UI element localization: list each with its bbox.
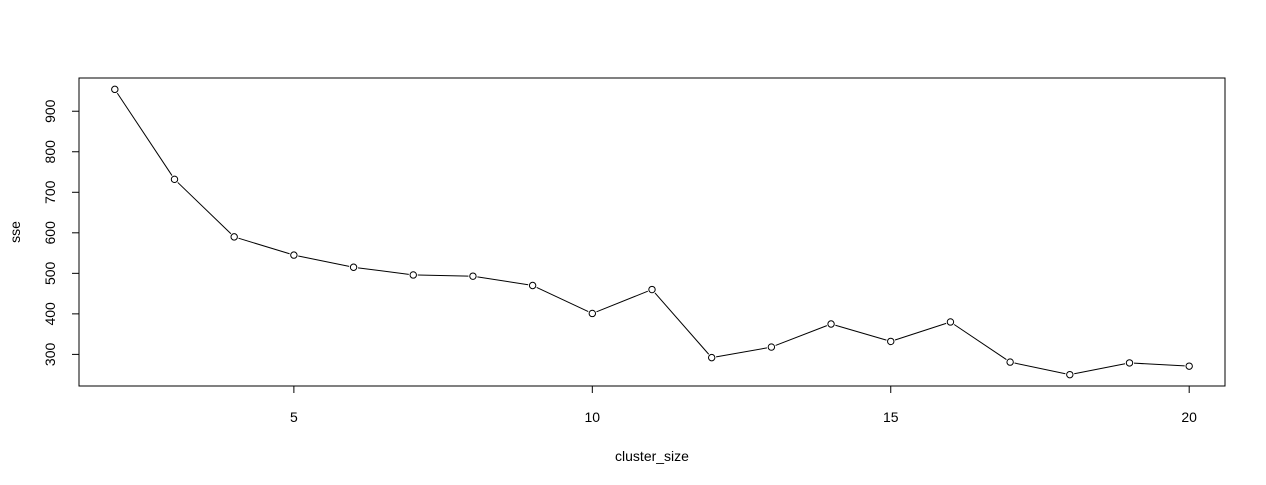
data-point [946,318,955,326]
data-point [648,285,656,294]
y-tick-label: 700 [42,180,58,204]
series-segment [894,322,947,341]
x-axis: 5 10 15 20 [290,385,1197,425]
series-segment [1133,362,1185,367]
series-segment [953,324,1007,360]
data-point [409,271,417,279]
y-tick-label: 500 [42,261,58,285]
series-segment [596,290,649,313]
series-segment [177,182,232,235]
data-point [1185,362,1193,370]
series-segment [417,274,469,277]
x-tick-label: 10 [585,409,601,425]
y-tick-label: 400 [42,302,58,326]
series-segment [116,92,173,176]
plot-frame [78,77,1226,387]
y-tick-label: 300 [42,342,58,366]
data-point [1006,358,1014,366]
data-point [349,263,358,271]
series-segment [1074,363,1126,375]
data-point [469,272,477,280]
data-point [1066,370,1074,379]
x-tick-label: 5 [290,409,298,425]
series-segment [654,292,710,355]
data-point [887,337,895,346]
data-point [827,320,835,328]
series-segment [357,267,409,275]
y-tick-label: 600 [42,221,58,245]
y-tick-label: 900 [42,99,58,123]
data-point [588,309,597,318]
y-axis-label: sse [7,221,23,243]
series-segment [775,325,828,346]
data-point [170,175,179,184]
data-point [767,343,776,351]
x-axis-label: cluster_size [615,448,689,464]
data-point [290,251,298,259]
series-segment [238,237,290,255]
data-point [230,233,238,241]
data-point [111,85,119,94]
y-axis: 300 400 500 600 700 800 900 [42,99,80,366]
y-tick-label: 800 [42,140,58,164]
series-segment [536,286,589,313]
series-segment [1014,362,1066,375]
data-point [707,353,716,362]
data-point [528,281,537,290]
data-point [1125,359,1134,367]
series-segment [298,255,350,267]
x-tick-label: 15 [883,409,899,425]
series-segment [835,324,887,341]
x-tick-label: 20 [1181,409,1197,425]
series-segment [716,347,768,358]
series-layer [111,85,1193,379]
series-segment [477,276,529,286]
